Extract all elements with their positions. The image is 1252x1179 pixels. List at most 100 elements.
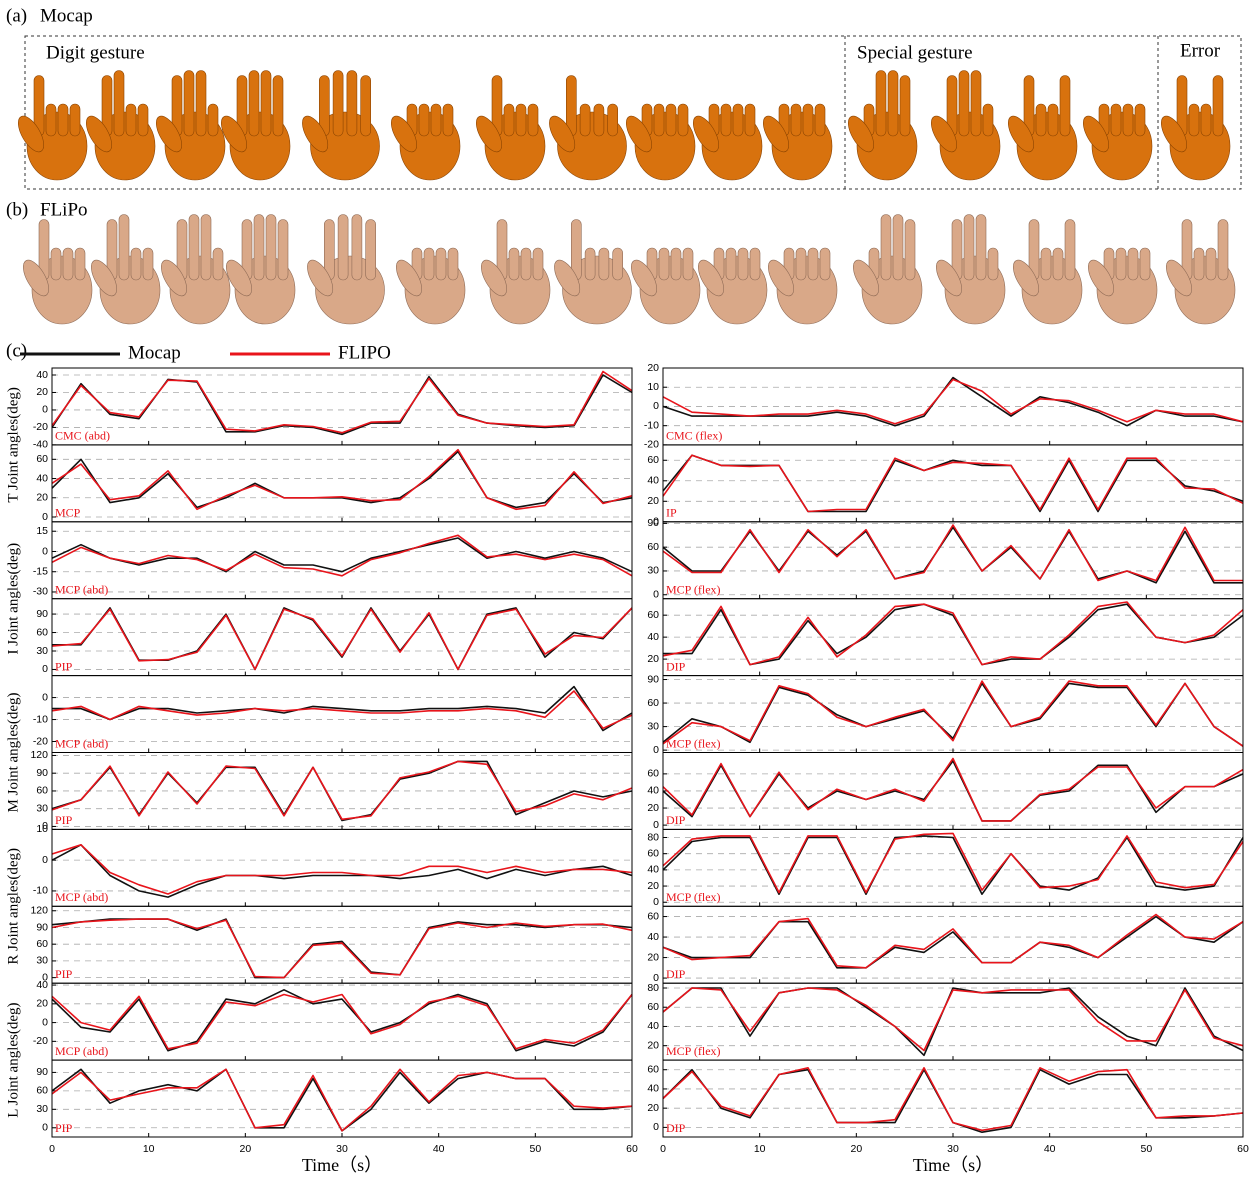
finger <box>70 104 80 136</box>
y-tick-label: 0 <box>653 744 659 756</box>
y-tick-label: 0 <box>653 819 659 831</box>
finger <box>273 76 283 137</box>
series-line <box>663 378 1243 426</box>
hand <box>86 215 160 325</box>
y-tick-label: 20 <box>647 495 659 507</box>
x-tick-label: 60 <box>626 1143 638 1155</box>
row-label: L Joint angles(deg) <box>5 1002 21 1117</box>
hand <box>544 76 626 181</box>
finger <box>75 248 85 280</box>
finger <box>201 215 211 281</box>
y-tick-label: 20 <box>647 802 659 814</box>
y-tick-label: 40 <box>36 472 48 484</box>
finger <box>1123 104 1133 136</box>
series-line <box>663 917 1243 968</box>
x-tick-label: 10 <box>143 1143 155 1155</box>
panel-label: PIP <box>55 967 73 981</box>
series-line <box>52 761 632 819</box>
y-tick-label: 30 <box>36 955 48 967</box>
y-tick-label: 0 <box>42 545 48 557</box>
x-tick-label: 20 <box>239 1143 251 1155</box>
panel-label: MCP (flex) <box>666 736 721 750</box>
y-tick-label: 60 <box>647 1063 659 1075</box>
finger <box>976 215 986 281</box>
finger <box>893 215 903 281</box>
hand <box>476 220 550 325</box>
finger <box>63 248 73 280</box>
hand <box>81 71 155 181</box>
hand <box>302 215 384 325</box>
subplot: -2002040MCP (abd) <box>33 979 632 1060</box>
panel-label: DIP <box>666 967 686 981</box>
y-tick-label: -20 <box>33 421 48 433</box>
subplot: -10010MCP (abd) <box>33 823 632 906</box>
finger <box>905 220 915 281</box>
finger <box>1048 104 1058 136</box>
y-tick-label: 60 <box>647 697 659 709</box>
finger <box>254 215 264 281</box>
subplot: 0 30 60 90 MCP (flex) <box>647 673 1243 756</box>
hand <box>13 76 87 181</box>
finger <box>509 248 519 280</box>
subplot: 0204060MCP <box>36 445 632 523</box>
y-tick-label: -10 <box>644 419 659 431</box>
finger <box>333 71 343 137</box>
y-tick-label: 90 <box>36 921 48 933</box>
series-line <box>52 845 632 897</box>
finger <box>1128 248 1138 280</box>
y-tick-label: 60 <box>647 454 659 466</box>
finger <box>803 104 813 136</box>
series-line <box>52 450 632 510</box>
plot-frame <box>52 1060 632 1137</box>
finger <box>820 248 830 280</box>
finger <box>683 248 693 280</box>
finger <box>184 71 194 137</box>
finger <box>608 104 618 136</box>
y-tick-label: 90 <box>647 673 659 685</box>
plot-frame <box>663 1060 1243 1137</box>
panel-letter: (a) <box>6 5 27 26</box>
subplot: 0204060DIP <box>647 906 1243 984</box>
y-tick-label: 0 <box>653 896 659 908</box>
finger <box>266 215 276 281</box>
finger <box>119 215 129 281</box>
hand <box>843 71 917 181</box>
finger <box>58 104 68 136</box>
finger <box>143 248 153 280</box>
y-tick-label: 0 <box>42 1122 48 1134</box>
y-tick-label: 60 <box>647 847 659 859</box>
panel-label: MCP (abd) <box>55 582 108 596</box>
series-line <box>663 380 1243 424</box>
panel-letter: (b) <box>6 199 28 220</box>
group-label: Digit gesture <box>46 42 145 63</box>
finger <box>366 220 376 281</box>
panel-label: MCP (flex) <box>666 1044 721 1058</box>
y-tick-label: 20 <box>647 880 659 892</box>
plot-frame <box>663 906 1243 983</box>
y-tick-label: 90 <box>36 1066 48 1078</box>
y-tick-label: -15 <box>33 565 48 577</box>
plot-frame <box>52 445 632 522</box>
finger <box>1135 104 1145 136</box>
hand <box>1008 220 1082 325</box>
finger <box>533 248 543 280</box>
finger <box>443 104 453 136</box>
finger <box>361 76 371 137</box>
hand <box>688 104 762 180</box>
panel-title: Mocap <box>40 5 93 26</box>
legend-label: Mocap <box>128 342 181 363</box>
y-tick-label: 30 <box>647 720 659 732</box>
plot-frame <box>52 829 632 906</box>
finger <box>580 104 590 136</box>
subplot: 0306090PIP <box>36 599 632 676</box>
y-tick-label: 40 <box>647 1020 659 1032</box>
x-tick-label: 40 <box>1044 1143 1056 1155</box>
finger <box>659 248 669 280</box>
y-tick-label: 60 <box>647 609 659 621</box>
subplot: 02040600102030405060Time（s）DIP <box>647 1060 1249 1175</box>
panel-label: MCP <box>55 506 81 520</box>
hand <box>1156 76 1230 181</box>
series-line <box>663 683 1243 746</box>
y-tick-label: 60 <box>647 910 659 922</box>
finger <box>213 248 223 280</box>
